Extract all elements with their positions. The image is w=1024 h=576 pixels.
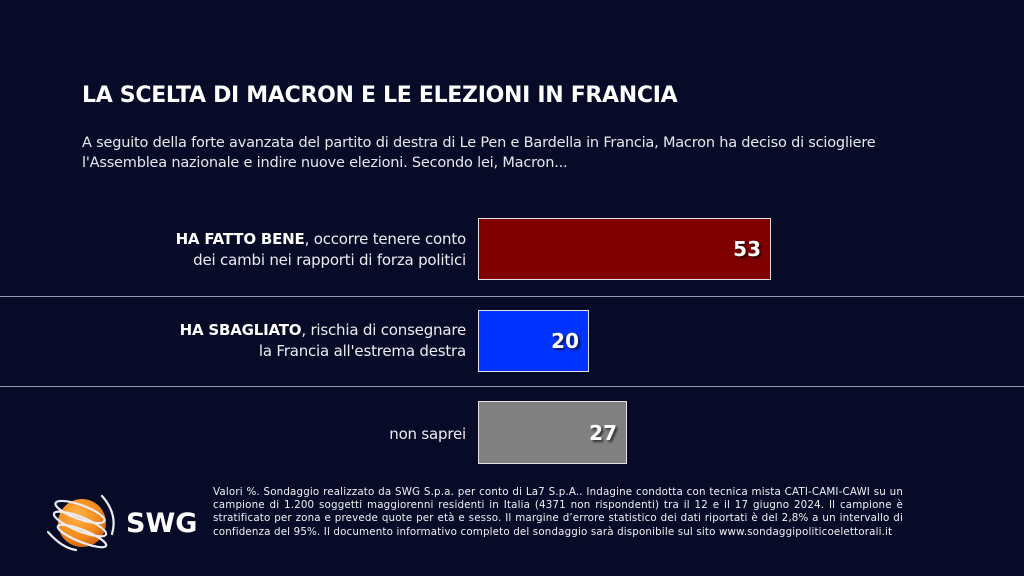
row-divider	[0, 386, 1024, 387]
bar-value: 20	[551, 329, 579, 353]
bar-value: 53	[733, 237, 761, 261]
row-label-non-saprei: non saprei	[389, 424, 466, 445]
logo-text: SWG	[126, 507, 198, 539]
row-divider	[0, 296, 1024, 297]
methodology-footnote: Valori %. Sondaggio realizzato da SWG S.…	[213, 486, 903, 538]
globe-icon	[46, 494, 115, 552]
bar-non-saprei: 27	[478, 401, 627, 464]
row-label-ha-fatto-bene: HA FATTO BENE, occorre tenere conto dei …	[175, 229, 467, 271]
chart-subtitle: A seguito della forte avanzata del parti…	[82, 135, 876, 171]
row-label-text: , occorre tenere conto	[304, 230, 467, 248]
row-label-line2: la Francia all'estrema destra	[258, 342, 466, 360]
row-label-bold: HA SBAGLIATO	[179, 321, 302, 339]
row-label-line2: dei cambi nei rapporti di forza politici	[193, 251, 466, 269]
bar-ha-sbagliato: 20	[478, 310, 589, 372]
bar-value: 27	[589, 420, 617, 445]
bar-ha-fatto-bene: 53	[478, 218, 771, 280]
row-label-text: non saprei	[389, 425, 466, 443]
row-label-ha-sbagliato: HA SBAGLIATO, rischia di consegnare la F…	[179, 320, 467, 362]
chart-title: LA SCELTA DI MACRON E LE ELEZIONI IN FRA…	[82, 83, 678, 108]
swg-logo: SWG	[42, 488, 202, 558]
row-label-text: , rischia di consegnare	[301, 321, 466, 339]
row-label-bold: HA FATTO BENE	[175, 230, 305, 248]
